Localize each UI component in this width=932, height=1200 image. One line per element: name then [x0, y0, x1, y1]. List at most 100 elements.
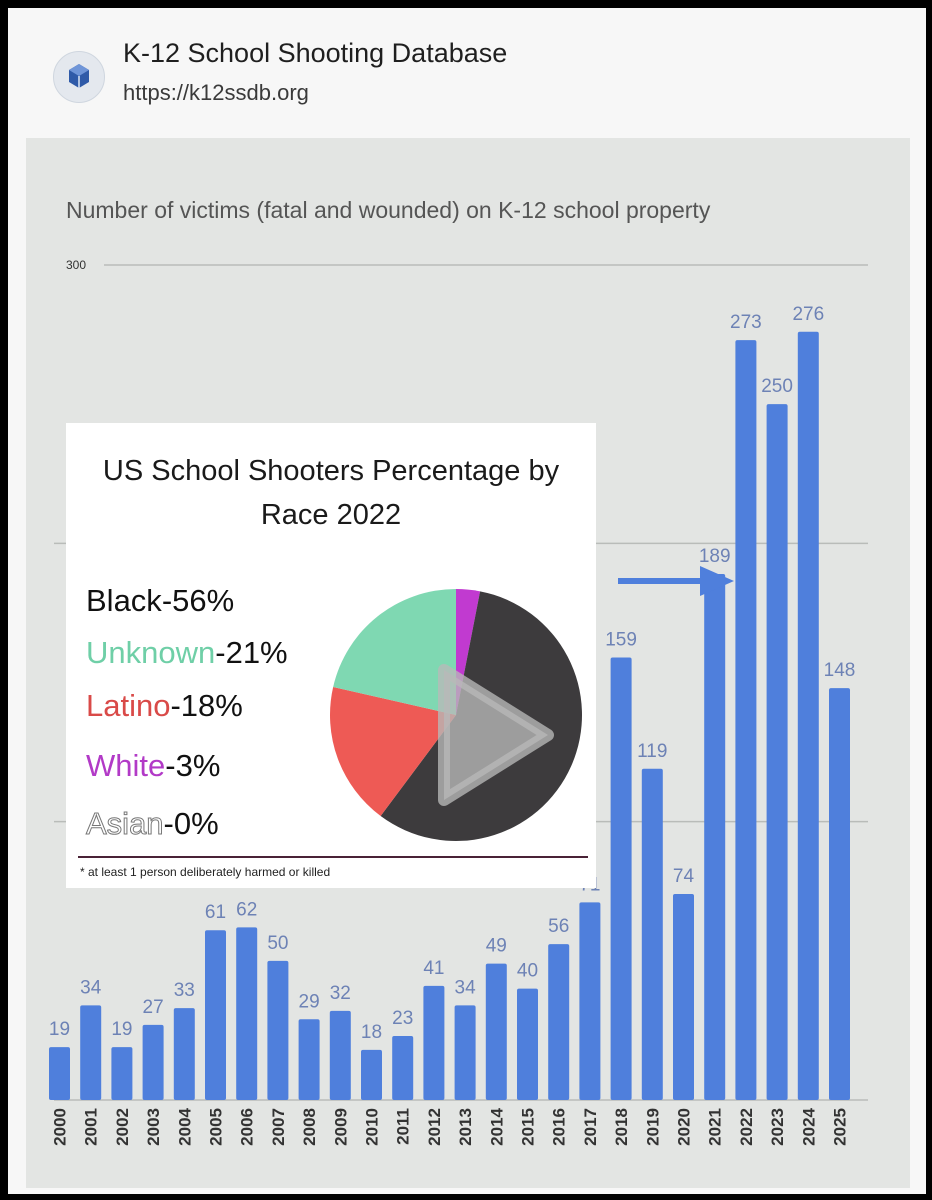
- value-label: 273: [730, 312, 762, 333]
- x-tick-label: 2013: [456, 1108, 475, 1146]
- value-label: 61: [205, 902, 226, 923]
- victims-bar-chart: 300 Number of victims (fatal and wounded…: [49, 197, 868, 1146]
- value-label: 148: [824, 660, 856, 681]
- bar-2025: [829, 688, 850, 1100]
- screenshot-frame: K-12 School Shooting Database https://k1…: [8, 8, 926, 1194]
- value-label: 19: [49, 1019, 70, 1040]
- value-label: 29: [299, 991, 320, 1012]
- x-tick-label: 2012: [425, 1108, 444, 1146]
- value-label: 276: [792, 304, 824, 325]
- play-icon[interactable]: [426, 660, 556, 810]
- bar-2014: [485, 963, 507, 1100]
- pie-title: US School Shooters Percentage by Race 20…: [102, 455, 560, 531]
- x-tick-label: 2006: [238, 1108, 257, 1146]
- x-tick-label: 2009: [331, 1108, 350, 1146]
- x-tick-label: 2022: [737, 1108, 756, 1146]
- bar-2019: [641, 768, 663, 1100]
- value-label: 50: [267, 933, 288, 954]
- site-url[interactable]: https://k12ssdb.org: [123, 80, 309, 105]
- x-tick-label: 2010: [363, 1108, 382, 1146]
- legend-label: Asian: [86, 806, 165, 842]
- value-label: 41: [423, 958, 444, 979]
- bar-2012: [423, 985, 445, 1100]
- legend-value: -18%: [170, 688, 243, 723]
- x-tick-label: 2024: [799, 1107, 818, 1145]
- value-label: 27: [143, 997, 164, 1018]
- x-tick-label: 2023: [768, 1108, 787, 1146]
- value-label: 159: [605, 629, 637, 650]
- pie-slice-unknown: [333, 589, 456, 715]
- legend-item-white: White-3%: [86, 748, 220, 784]
- site-title: K-12 School Shooting Database: [123, 38, 508, 68]
- value-label: 49: [486, 936, 507, 957]
- x-tick-label: 2018: [612, 1108, 631, 1146]
- x-tick-label: 2019: [643, 1108, 662, 1146]
- value-label: 119: [637, 741, 667, 762]
- bar-2018: [610, 657, 632, 1100]
- bar-2016: [548, 944, 570, 1100]
- legend-value: -56%: [161, 583, 235, 618]
- bar-2011: [392, 1035, 414, 1100]
- value-label: 56: [548, 916, 569, 937]
- value-label: 19: [111, 1019, 132, 1040]
- value-label: 34: [455, 977, 477, 998]
- arrow-right-icon: [618, 566, 734, 596]
- legend-item-unknown: Unknown-21%: [86, 635, 288, 671]
- x-tick-label: 2017: [581, 1108, 600, 1146]
- legend-value: -0%: [163, 806, 219, 841]
- k12ssdb-logo-icon: [53, 51, 105, 103]
- bar-2021: [704, 573, 726, 1100]
- source-header[interactable]: K-12 School Shooting Database https://k1…: [8, 8, 926, 133]
- x-tick-label: 2008: [300, 1108, 319, 1146]
- x-tick-label: 2020: [675, 1108, 694, 1146]
- bar-2000: [49, 1047, 70, 1100]
- bar-2020: [673, 894, 694, 1100]
- x-tick-label: 2014: [487, 1107, 506, 1145]
- legend-item-black: Black-56%: [86, 583, 234, 619]
- y-tick-label: 300: [66, 258, 86, 272]
- pie-footnote: * at least 1 person deliberately harmed …: [80, 865, 331, 879]
- x-tick-label: 2001: [82, 1108, 101, 1146]
- x-tick-label: 2000: [51, 1108, 70, 1146]
- legend-label: White: [86, 748, 166, 783]
- bar-2007: [267, 960, 289, 1100]
- value-label: 33: [174, 980, 195, 1001]
- x-tick-label: 2007: [269, 1108, 288, 1146]
- value-label: 32: [330, 983, 351, 1004]
- value-label: 23: [392, 1008, 413, 1029]
- bar-2023: [766, 404, 788, 1101]
- x-tick-label: 2025: [831, 1108, 850, 1146]
- value-label: 62: [236, 899, 257, 920]
- bar-2003: [142, 1024, 164, 1100]
- bar-2001: [80, 1005, 102, 1100]
- divider: [78, 856, 588, 858]
- x-tick-label: 2004: [175, 1107, 194, 1145]
- bar-2002: [111, 1047, 133, 1100]
- bar-2008: [298, 1019, 320, 1100]
- x-tick-label: 2016: [550, 1108, 569, 1146]
- legend-value: -21%: [215, 635, 288, 670]
- value-label: 34: [80, 977, 102, 998]
- legend-value: -3%: [165, 748, 221, 783]
- bar-2005: [205, 930, 226, 1100]
- bar-2004: [173, 1008, 195, 1100]
- bar-2009: [329, 1010, 351, 1100]
- value-label: 250: [761, 376, 793, 397]
- bar-2006: [236, 927, 258, 1100]
- x-tick-label: 2011: [394, 1108, 413, 1145]
- legend-label: Latino: [86, 688, 171, 723]
- legend-label: Black: [86, 583, 162, 618]
- legend-item-latino: Latino-18%: [86, 688, 243, 724]
- value-label: 18: [361, 1022, 382, 1043]
- bar-2024: [797, 331, 819, 1100]
- x-tick-label: 2005: [207, 1108, 226, 1146]
- chart-title: Number of victims (fatal and wounded) on…: [66, 197, 711, 223]
- x-tick-label: 2002: [113, 1108, 132, 1146]
- pie-slice-latino: [330, 686, 456, 816]
- chart-card: 300 Number of victims (fatal and wounded…: [26, 138, 910, 1188]
- x-tick-label: 2015: [519, 1108, 538, 1146]
- value-label: 74: [673, 866, 695, 887]
- race-pie-panel: US School Shooters Percentage by Race 20…: [66, 423, 596, 888]
- bar-2010: [361, 1049, 382, 1100]
- bar-2015: [517, 988, 538, 1100]
